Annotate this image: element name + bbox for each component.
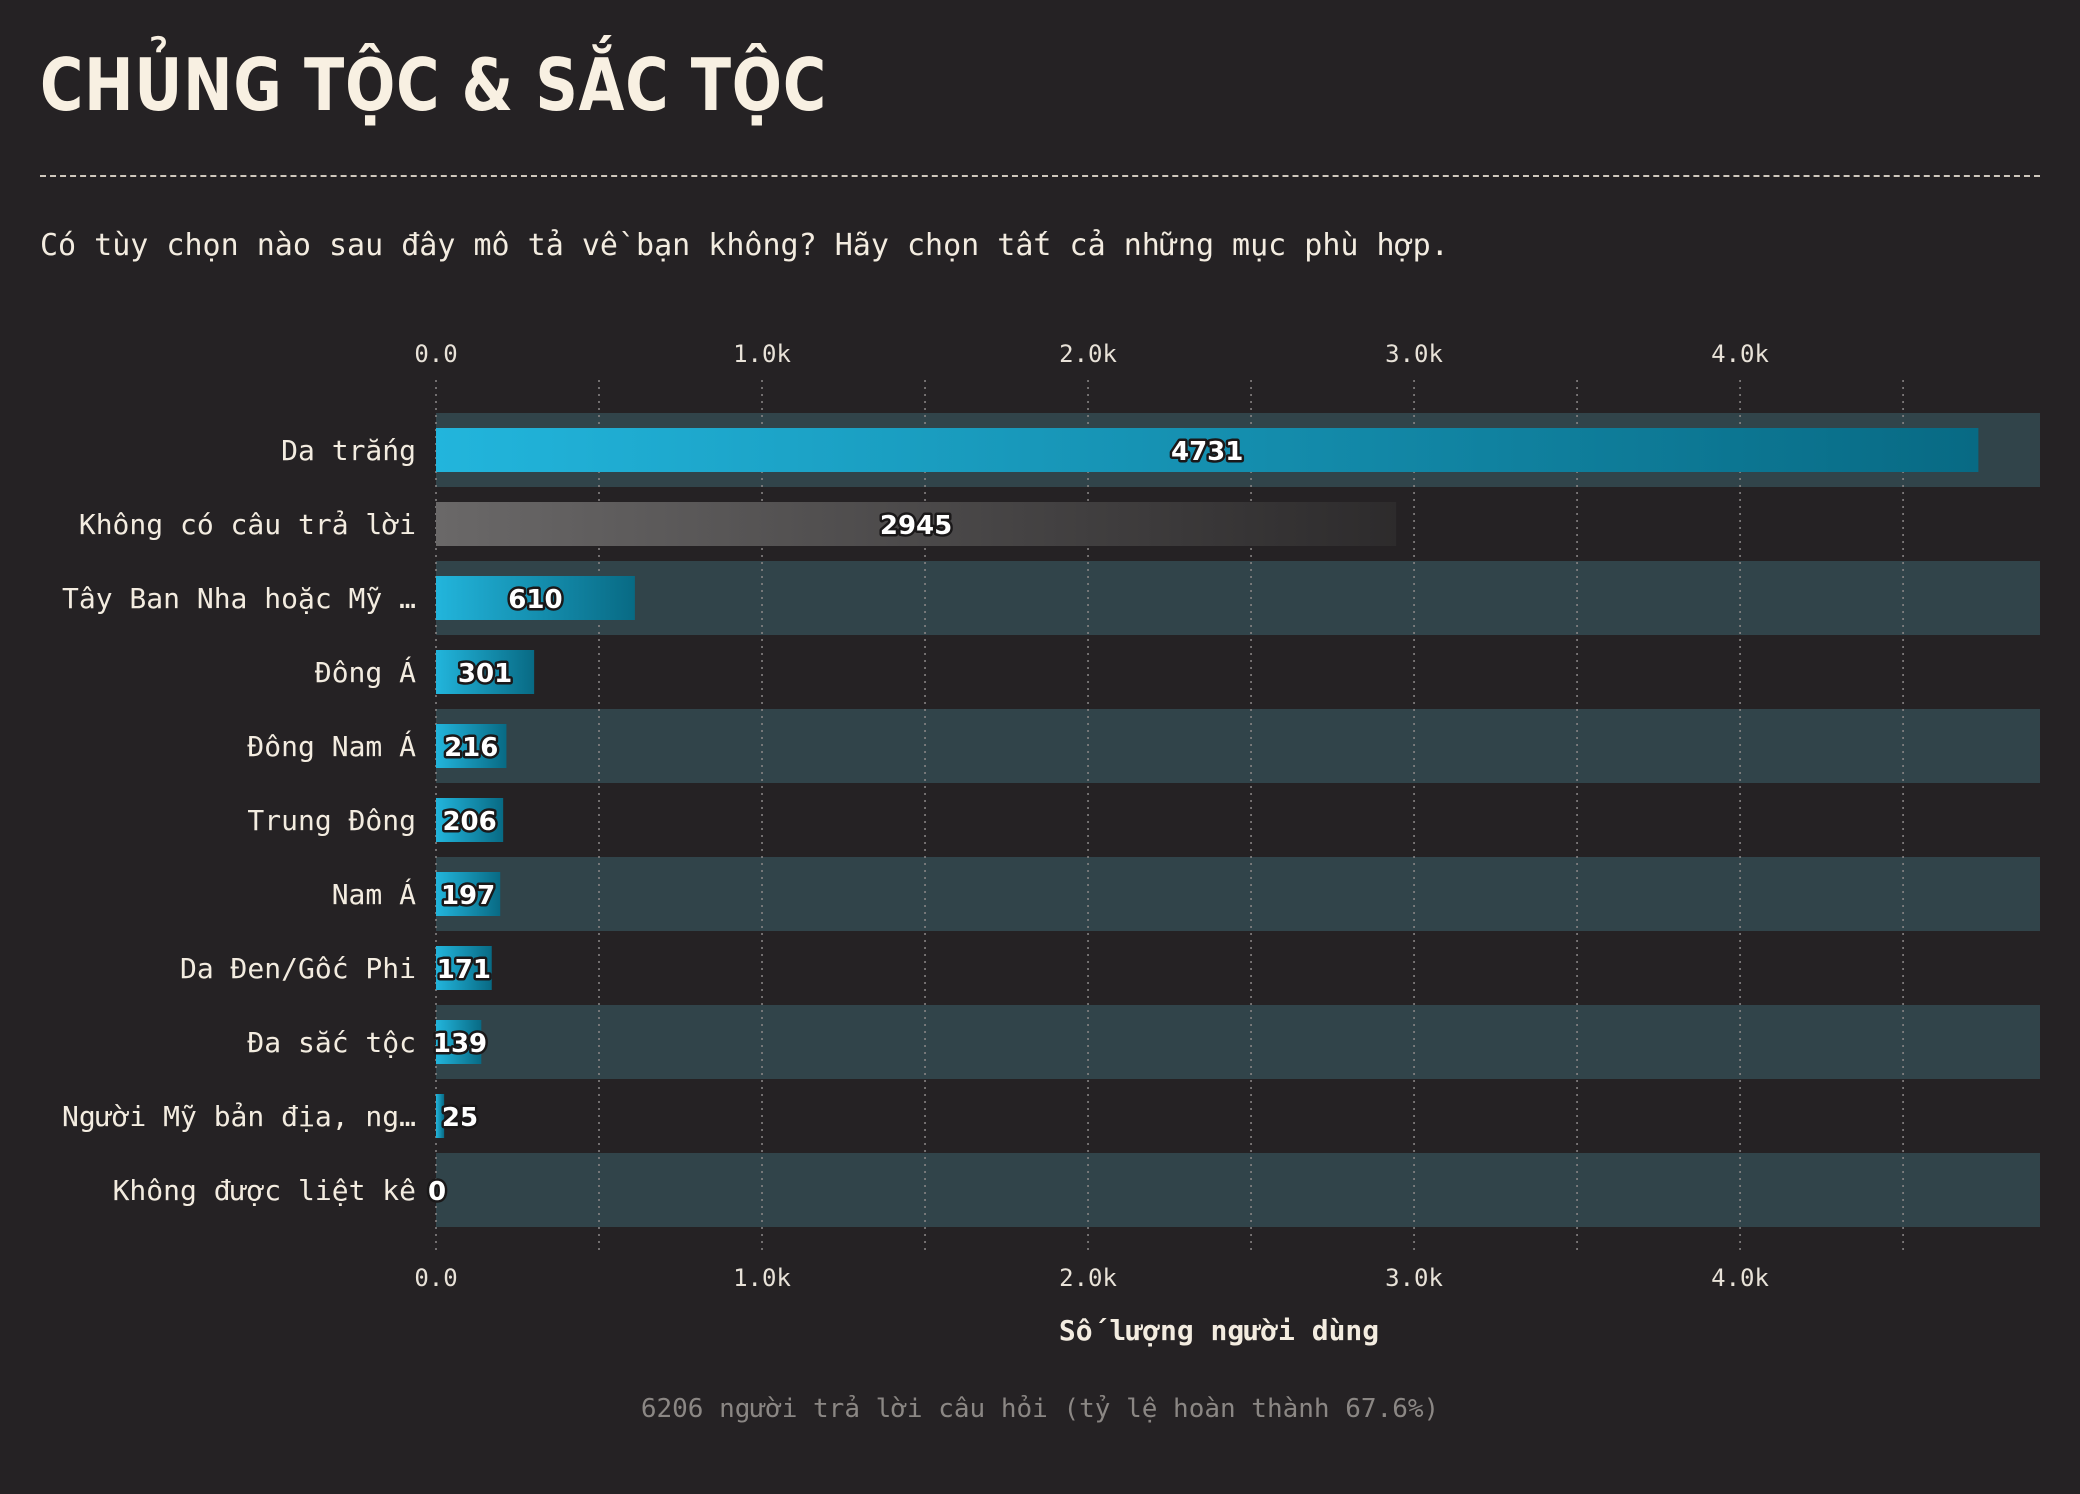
category-labels: Da trắng Không có câu trả lời Tây Ban Nha … [62, 434, 416, 1207]
x-tick-label: 2.0k [1059, 1264, 1117, 1292]
row-band [436, 709, 2040, 783]
bar-value-label: 171 [437, 955, 491, 985]
category-label: Không được liệt kê [113, 1174, 416, 1207]
bar [436, 428, 1979, 472]
bar-value-label: 216 [444, 733, 498, 763]
bars [436, 428, 1979, 1138]
x-tick-label: 4.0k [1711, 1264, 1769, 1292]
row-band [436, 857, 2040, 931]
x-tick-label: 3.0k [1385, 340, 1443, 368]
x-axis-bottom: 0.0 1.0k 2.0k 3.0k 4.0k [414, 1264, 1769, 1292]
bar-value-label: 0 [428, 1177, 446, 1207]
x-tick-label: 1.0k [733, 1264, 791, 1292]
category-label: Da trắng [281, 434, 416, 467]
category-label: Trung Đông [247, 804, 416, 837]
category-label: Đông Á [315, 655, 416, 689]
page-title: CHỦNG TỘC & SẮC TỘC [40, 43, 827, 127]
bar [436, 946, 492, 990]
x-tick-label: 0.0 [414, 340, 457, 368]
bar-value-label: 301 [458, 659, 512, 689]
survey-question: Có tùy chọn nào sau đây mô tả về bạn khô… [40, 228, 1449, 263]
bar-value-label: 2945 [880, 511, 952, 541]
bar [436, 872, 501, 916]
bar [436, 1094, 445, 1138]
row-band [436, 1005, 2040, 1079]
category-label: Người Mỹ bản địa, ng… [62, 1100, 416, 1133]
bar-value-label: 610 [508, 585, 562, 615]
value-labels: 4731 2945 610 301 216 206 197 171 139 25 0 [425, 435, 1245, 1210]
bar-value-label: 206 [442, 807, 496, 837]
x-tick-label: 4.0k [1711, 340, 1769, 368]
response-count-note: 6206 người trả lời câu hỏi (tỷ lệ hoàn t… [640, 1394, 1440, 1424]
bar [436, 502, 1397, 546]
bar-value-label: 25 [442, 1103, 478, 1133]
bar [436, 798, 504, 842]
bar [436, 576, 635, 620]
row-band [436, 561, 2040, 635]
bar [436, 724, 507, 768]
row-band [436, 1153, 2040, 1227]
x-tick-label: 2.0k [1059, 340, 1117, 368]
category-label: Đông Nam Á [247, 729, 416, 763]
category-label: Tây Ban Nha hoặc Mỹ … [62, 582, 416, 615]
category-label: Đa sắc tộc [247, 1026, 416, 1059]
row-bands [436, 413, 2040, 1227]
title-divider [40, 175, 2040, 177]
bar-value-label: 197 [441, 881, 495, 911]
bar-value-label: 4731 [1171, 437, 1243, 467]
bar-value-label: 139 [433, 1029, 487, 1059]
x-axis-top: 0.0 1.0k 2.0k 3.0k 4.0k [414, 340, 1769, 368]
x-axis-label: Số lượng người dùng [1059, 1314, 1379, 1347]
x-tick-label: 1.0k [733, 340, 791, 368]
category-label: Nam Á [332, 877, 416, 911]
x-tick-label: 0.0 [414, 1264, 457, 1292]
bar [436, 1020, 482, 1064]
category-label: Da Đen/Gốc Phi [180, 952, 416, 985]
x-tick-label: 3.0k [1385, 1264, 1443, 1292]
category-label: Không có câu trả lời [79, 508, 416, 541]
bar [436, 650, 535, 694]
